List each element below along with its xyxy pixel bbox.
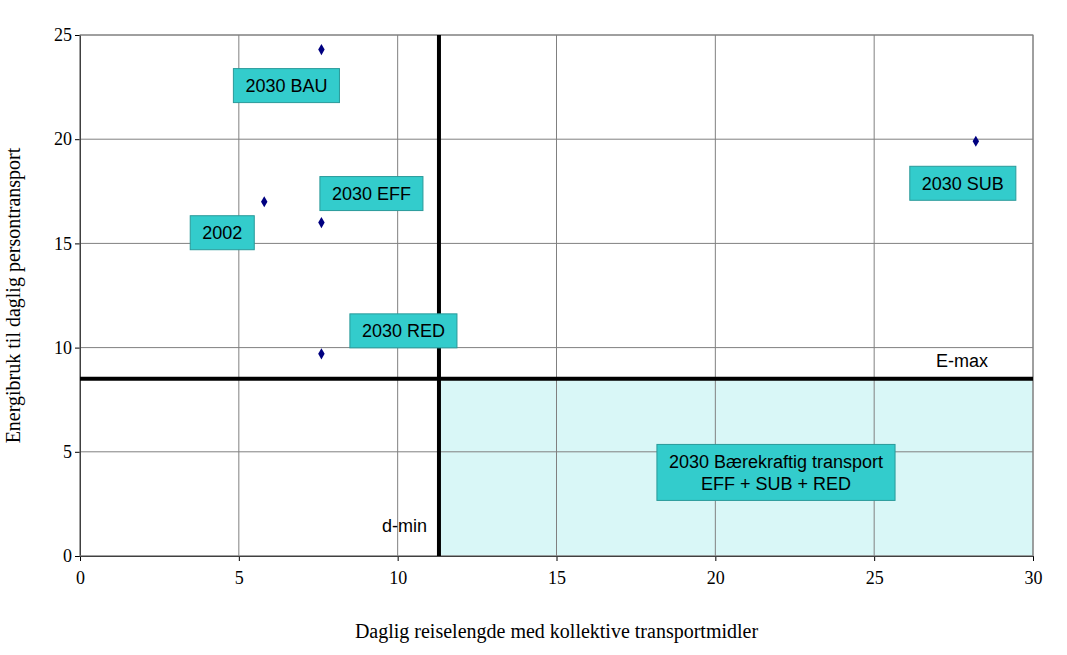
threshold-line (80, 377, 1033, 381)
point-label-box (320, 177, 423, 211)
region-label-box (657, 444, 895, 500)
point-label-box (350, 314, 457, 348)
points (261, 44, 979, 359)
tick-label: 0 (63, 546, 72, 566)
x-axis-title: Daglig reiselengde med kollektive transp… (355, 620, 759, 643)
tick-label: 15 (54, 234, 72, 254)
threshold-line (437, 35, 441, 556)
tick-label: 0 (76, 568, 85, 588)
tick-mark (398, 556, 399, 561)
tick-mark (874, 556, 875, 561)
tick-mark (715, 556, 716, 561)
grid (80, 35, 1033, 556)
point-label-text: 2030 BAU (245, 76, 327, 96)
tick-mark (75, 139, 80, 140)
tick-label: 20 (54, 129, 72, 149)
tick-mark (75, 556, 80, 557)
tick-mark (75, 243, 80, 244)
region-label-text: EFF + SUB + RED (701, 474, 851, 494)
point-label-text: 2030 RED (362, 321, 445, 341)
tick: 15 (54, 234, 80, 254)
tick-label: 5 (63, 442, 72, 462)
point-label-box (233, 69, 339, 103)
point (318, 217, 324, 228)
point (318, 348, 324, 359)
tick-label: 25 (866, 568, 884, 588)
tick: 30 (1025, 556, 1043, 588)
region-group (439, 379, 1033, 556)
tick-mark (1033, 556, 1034, 561)
tick-label: 15 (548, 568, 566, 588)
tick: 0 (63, 546, 80, 566)
point-label: 2030 EFF (320, 177, 423, 211)
tick-label: 30 (1025, 568, 1043, 588)
y-axis: 0 5 10 15 20 25 (54, 25, 81, 566)
tick: 5 (235, 556, 244, 588)
tick: 25 (54, 25, 80, 45)
point-label-text: 2030 EFF (332, 184, 411, 204)
point-label: 2002 (190, 216, 254, 250)
tick: 15 (548, 556, 566, 588)
grid-line-y (80, 139, 1033, 140)
tick-label: 20 (707, 568, 725, 588)
tick-mark (239, 556, 240, 561)
plot-frame (80, 35, 1033, 556)
region-label-text: 2030 Bærekraftig transport (669, 452, 883, 472)
region-label: 2030 Bærekraftig transportEFF + SUB + RE… (657, 444, 895, 500)
point-label-box (190, 216, 254, 250)
tick-label: 10 (389, 568, 407, 588)
point-label-box (910, 166, 1016, 200)
tick-mark (75, 452, 80, 453)
point-label-text: 2002 (202, 223, 242, 243)
threshold-label: d-min (382, 516, 427, 536)
region (439, 379, 1033, 556)
threshold-label: E-max (936, 351, 988, 371)
point-label: 2030 SUB (910, 166, 1016, 200)
tick: 5 (63, 442, 80, 462)
tick-label: 5 (235, 568, 244, 588)
grid-line-x (397, 35, 398, 556)
tick: 25 (866, 556, 884, 588)
point (318, 44, 324, 55)
axis-line (81, 557, 1034, 562)
tick-label: 10 (54, 338, 72, 358)
grid-line-x (238, 35, 239, 556)
tick: 0 (76, 556, 85, 588)
tick: 20 (707, 556, 725, 588)
grid-line-y (80, 347, 1033, 348)
point-label: 2030 BAU (233, 69, 339, 103)
tick-mark (75, 35, 80, 36)
point-label-text: 2030 SUB (922, 174, 1004, 194)
tick: 20 (54, 129, 80, 149)
tick-label: 25 (54, 25, 72, 45)
y-axis-title: Energibruk til daglig persontransport (2, 147, 25, 443)
point-label: 2030 RED (350, 314, 457, 348)
chart: 0 5 10 15 20 25 30 0 5 10 15 20 25 d-min E-max 2002 2030… (0, 0, 1067, 655)
tick-mark (557, 556, 558, 561)
tick: 10 (389, 556, 407, 588)
point (261, 196, 267, 207)
threshold-group (80, 35, 1033, 556)
grid-line-x (556, 35, 557, 556)
tick: 10 (54, 338, 80, 358)
tick-mark (75, 348, 80, 349)
point (973, 136, 979, 147)
x-axis: 0 5 10 15 20 25 30 (76, 556, 1043, 588)
